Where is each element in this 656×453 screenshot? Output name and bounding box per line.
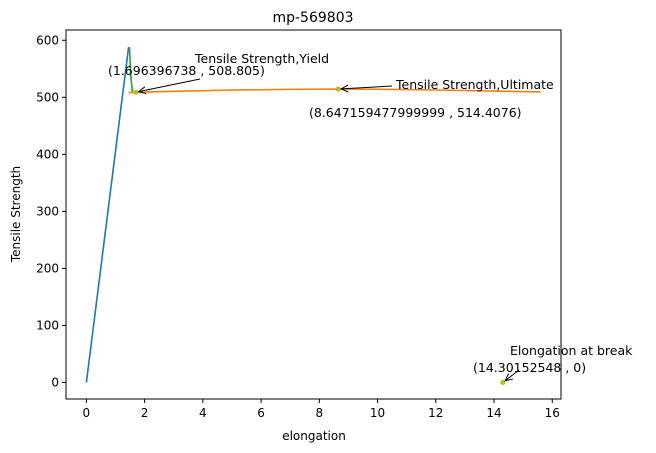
arrow-yield — [138, 78, 201, 93]
annotation-ultimate-coords: (8.647159477999999 , 514.4076) — [309, 105, 522, 120]
series-line-plastic — [128, 88, 541, 94]
x-tick-label: 0 — [83, 406, 91, 420]
arrow-break — [504, 369, 520, 382]
y-tick-label: 500 — [36, 90, 59, 104]
x-tick-label: 14 — [486, 406, 501, 420]
y-tick-label: 300 — [36, 204, 59, 218]
y-tick-label: 200 — [36, 261, 59, 275]
x-tick-label: 8 — [316, 406, 324, 420]
annotations: Tensile Strength,Yield (1.696396738 , 50… — [108, 51, 633, 375]
x-tick-label: 4 — [199, 406, 207, 420]
annotation-arrows — [137, 78, 520, 382]
annotation-yield-label: Tensile Strength,Yield — [194, 51, 329, 66]
marker-yield — [133, 89, 139, 95]
annotation-break-label: Elongation at break — [510, 343, 633, 358]
y-axis-label: Tensile Strength — [9, 166, 23, 263]
x-tick-label: 6 — [257, 406, 265, 420]
arrowhead-ultimate — [340, 84, 349, 93]
x-tick-label: 16 — [545, 406, 560, 420]
annotation-ultimate-label: Tensile Strength,Ultimate — [395, 77, 554, 92]
y-axis: 0 100 200 300 400 500 600 — [36, 33, 66, 389]
arrow-ultimate — [341, 85, 393, 90]
y-tick-label: 0 — [51, 375, 59, 389]
marker-break — [500, 379, 506, 386]
x-tick-label: 10 — [370, 406, 385, 420]
x-tick-label: 12 — [428, 406, 443, 420]
annotation-yield-coords: (1.696396738 , 508.805) — [108, 63, 265, 78]
arrowhead-yield — [137, 86, 147, 95]
marker-ultimate — [335, 86, 341, 92]
axes-frame — [65, 29, 562, 400]
x-axis: 0 2 4 6 8 10 12 14 16 — [83, 399, 560, 420]
arrowhead-break — [504, 373, 513, 382]
chart-title: mp-569803 — [272, 10, 353, 26]
annotation-break-coords: (14.30152548 , 0) — [473, 360, 586, 375]
y-tick-label: 600 — [36, 33, 59, 47]
y-tick-label: 400 — [36, 147, 59, 161]
x-tick-label: 2 — [141, 406, 149, 420]
y-tick-label: 100 — [36, 318, 59, 332]
x-axis-label: elongation — [282, 429, 346, 443]
series-line-elastic — [85, 47, 130, 383]
plot-area — [85, 47, 541, 386]
